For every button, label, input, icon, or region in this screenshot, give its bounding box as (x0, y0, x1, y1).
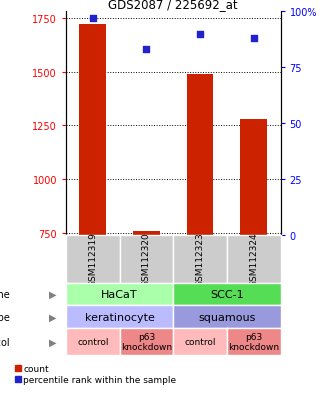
Text: ▶: ▶ (49, 337, 56, 347)
Text: HaCaT: HaCaT (101, 289, 138, 299)
Text: GSM112324: GSM112324 (249, 232, 258, 286)
Text: cell type: cell type (0, 312, 10, 322)
Text: squamous: squamous (198, 312, 255, 322)
Text: GSM112319: GSM112319 (88, 232, 97, 287)
Text: GSM112320: GSM112320 (142, 232, 151, 287)
Text: SCC-1: SCC-1 (210, 289, 244, 299)
Text: GSM112323: GSM112323 (196, 232, 205, 287)
Bar (133, 231, 160, 235)
Text: p63
knockdown: p63 knockdown (228, 332, 279, 351)
Text: control: control (184, 337, 216, 346)
Bar (240, 120, 267, 235)
Legend: count, percentile rank within the sample: count, percentile rank within the sample (15, 364, 177, 385)
Text: protocol: protocol (0, 337, 10, 347)
Text: control: control (77, 337, 109, 346)
Bar (187, 75, 214, 235)
Text: p63
knockdown: p63 knockdown (121, 332, 172, 351)
Text: keratinocyte: keratinocyte (85, 312, 154, 322)
Point (197, 31, 203, 38)
Bar (80, 25, 106, 235)
Point (144, 47, 149, 54)
Point (251, 36, 256, 43)
Text: ▶: ▶ (49, 312, 56, 322)
Point (90, 16, 95, 22)
Text: cell line: cell line (0, 289, 10, 299)
Text: ▶: ▶ (49, 289, 56, 299)
Title: GDS2087 / 225692_at: GDS2087 / 225692_at (109, 0, 238, 11)
